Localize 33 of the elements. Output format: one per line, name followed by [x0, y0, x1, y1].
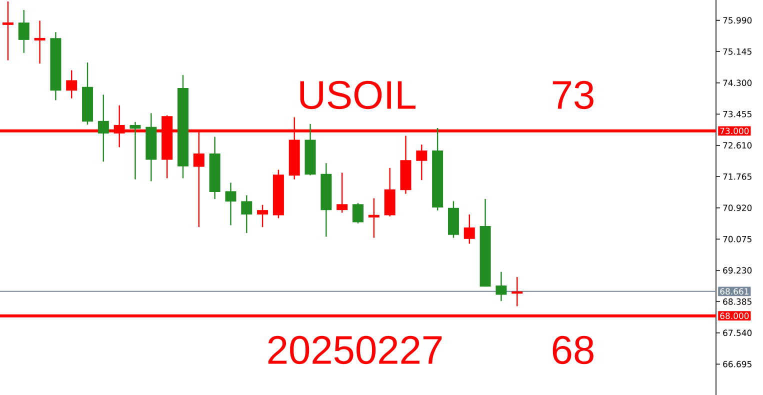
annotation: 20250227: [268, 336, 442, 364]
y-tick-label: 74.300: [723, 80, 752, 86]
y-tick-label: 66.695: [723, 360, 752, 368]
y-tick-label: 75.990: [723, 17, 752, 24]
y-tick-label: 69.230: [723, 267, 752, 274]
candlestick: [496, 271, 507, 302]
y-tick-label: 67.540: [723, 330, 752, 336]
annotation: 73: [552, 80, 594, 110]
y-tick-label: 73.455: [723, 110, 752, 118]
y-tick-label: 71.765: [723, 173, 752, 180]
candlestick: [257, 204, 268, 228]
ref-line-label: 68.000: [720, 312, 749, 320]
ref-line-label: 68.661: [720, 288, 748, 295]
candlestick: [130, 121, 141, 180]
y-tick-label: 70.920: [723, 204, 752, 212]
y-tick-label: 72.610: [723, 142, 752, 149]
y-tick-label: 70.075: [723, 236, 752, 242]
candlestick: [352, 202, 364, 224]
candlestick: [368, 198, 380, 238]
candlestick: [464, 214, 475, 244]
candlestick: [18, 9, 30, 54]
candlestick: [416, 144, 428, 181]
annotation: USOIL: [300, 80, 416, 110]
y-tick-label: 68.385: [723, 298, 752, 305]
annotation: 68: [552, 336, 594, 364]
candlestick: [241, 194, 252, 234]
candlestick: [66, 70, 78, 99]
candlestick: [336, 172, 348, 214]
y-tick-label: 75.145: [723, 48, 752, 55]
candlestick: [98, 94, 109, 162]
ref-line-label: 73.000: [720, 128, 749, 134]
candlestick: [512, 276, 523, 307]
candlestick: [225, 182, 236, 226]
